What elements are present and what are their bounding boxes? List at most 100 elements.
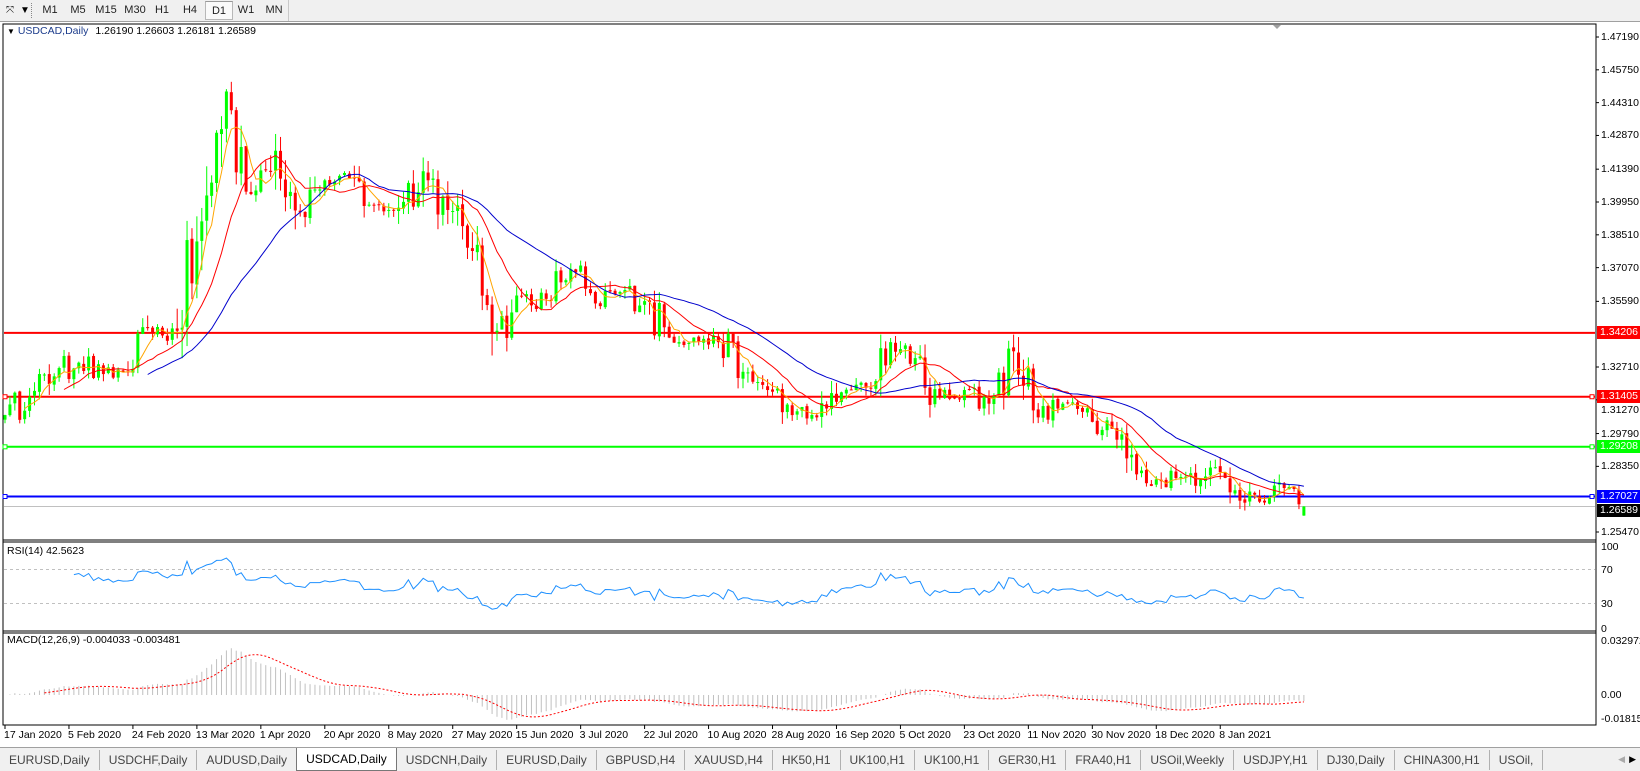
macd-signal-line xyxy=(44,654,1304,718)
tab-usdchf-daily[interactable]: USDCHF,Daily xyxy=(100,750,198,770)
date-axis-label: 1 Apr 2020 xyxy=(259,729,311,741)
candle-body xyxy=(618,292,622,294)
rsi-axis-label: 70 xyxy=(1601,563,1613,576)
tab-usoil-weekly[interactable]: USOil,Weekly xyxy=(1141,750,1235,770)
candle-body xyxy=(746,372,750,374)
date-axis-label: 5 Feb 2020 xyxy=(67,729,122,741)
candle-body xyxy=(1233,490,1237,494)
tab-gbpusd-h4[interactable]: GBPUSD,H4 xyxy=(597,750,686,770)
candle-body xyxy=(539,292,543,309)
candle-body xyxy=(279,150,283,179)
candle-body xyxy=(1302,506,1306,516)
tab-dj30-daily[interactable]: DJ30,Daily xyxy=(1318,750,1395,770)
tab-usdcnh-daily[interactable]: USDCNH,Daily xyxy=(397,750,498,770)
rsi-line xyxy=(73,557,1304,610)
candle-body xyxy=(101,365,105,375)
candle-body xyxy=(534,305,538,309)
timeframe-m30[interactable]: M30 xyxy=(124,4,146,16)
candle-body xyxy=(731,333,735,343)
line-tool-button[interactable]: ⤧ ▼ xyxy=(0,0,36,21)
macd-axis-label: 0.032972 xyxy=(1601,634,1640,647)
price-axis-label: 1.44310 xyxy=(1601,96,1639,109)
chart-header: ▼ USDCAD,Daily 1.26190 1.26603 1.26181 1… xyxy=(7,25,256,37)
chart-canvas[interactable] xyxy=(0,22,1640,747)
candle-body xyxy=(1120,434,1124,440)
candle-body xyxy=(136,333,140,368)
date-axis-label: 28 Aug 2020 xyxy=(771,729,831,741)
candle-body xyxy=(869,387,873,389)
collapse-triangle-icon[interactable]: ▼ xyxy=(7,27,15,36)
chart-frame xyxy=(2,23,1597,726)
timeframe-w1[interactable]: W1 xyxy=(237,4,255,16)
candle-body xyxy=(436,179,440,215)
candle-body xyxy=(205,195,209,221)
tab-usdjpy-h1[interactable]: USDJPY,H1 xyxy=(1234,750,1318,770)
tab-hk50-h1[interactable]: HK50,H1 xyxy=(773,750,841,770)
candle-body xyxy=(879,348,883,381)
scroll-left-icon[interactable]: ◀ xyxy=(1618,754,1626,764)
price-axis-label: 1.47190 xyxy=(1601,31,1639,43)
candle-body xyxy=(13,392,17,404)
tab-uk100-h1[interactable]: UK100,H1 xyxy=(915,750,990,770)
tab-china300-h1[interactable]: CHINA300,H1 xyxy=(1395,750,1490,770)
candle-body xyxy=(195,241,199,285)
tab-usoil[interactable]: USOil, xyxy=(1490,750,1544,770)
timeframe-mn[interactable]: MN xyxy=(265,4,283,16)
candle-body xyxy=(1100,429,1104,436)
tab-xauusd-h4[interactable]: XAUUSD,H4 xyxy=(685,750,773,770)
rsi-title: RSI(14) 42.5623 xyxy=(7,545,85,557)
tab-eurusd-daily[interactable]: EURUSD,Daily xyxy=(497,750,597,770)
date-axis-label: 5 Oct 2020 xyxy=(899,729,951,741)
candle-body xyxy=(1218,466,1222,473)
candle-body xyxy=(697,336,701,342)
candle-body xyxy=(672,336,676,343)
candle-body xyxy=(1243,499,1247,503)
candle-body xyxy=(1110,421,1114,429)
candle-body xyxy=(446,195,450,210)
candle-body xyxy=(23,410,27,420)
candle-body xyxy=(229,92,233,111)
candle-body xyxy=(274,150,278,171)
tab-usdcad-daily[interactable]: USDCAD,Daily xyxy=(296,748,397,771)
date-axis-label: 8 May 2020 xyxy=(387,729,443,741)
timeframe-h4[interactable]: H4 xyxy=(182,4,198,16)
timeframe-m5[interactable]: M5 xyxy=(70,4,86,16)
timeframe-h1[interactable]: H1 xyxy=(154,4,170,16)
candle-body xyxy=(416,192,420,207)
candle-body xyxy=(771,389,775,392)
tab-fra40-h1[interactable]: FRA40,H1 xyxy=(1066,750,1142,770)
candle-body xyxy=(579,265,583,272)
date-axis-label: 18 Dec 2020 xyxy=(1155,729,1215,741)
candle-body xyxy=(406,182,410,202)
candle-body xyxy=(1213,467,1217,469)
timeframe-m15[interactable]: M15 xyxy=(95,4,117,16)
candle-body xyxy=(953,397,957,399)
candle-body xyxy=(234,110,238,173)
candle-body xyxy=(249,191,253,195)
tab-uk100-h1[interactable]: UK100,H1 xyxy=(841,750,915,770)
candle-body xyxy=(72,368,76,380)
tab-audusd-daily[interactable]: AUDUSD,Daily xyxy=(197,750,298,770)
candle-body xyxy=(1071,402,1075,404)
candle-body xyxy=(564,280,568,283)
scroll-right-icon[interactable]: ▶ xyxy=(1629,754,1636,764)
candle-body xyxy=(766,386,770,391)
candle-body xyxy=(224,91,228,129)
date-axis-label: 27 May 2020 xyxy=(451,729,513,741)
timeframe-m1[interactable]: M1 xyxy=(42,4,58,16)
timeframe-d1[interactable]: D1 xyxy=(205,1,233,20)
chart-window[interactable]: ▼ USDCAD,Daily 1.26190 1.26603 1.26181 1… xyxy=(0,22,1640,747)
candle-body xyxy=(283,179,287,198)
candle-body xyxy=(490,304,494,334)
candle-body xyxy=(844,389,848,394)
tab-eurusd-daily[interactable]: EURUSD,Daily xyxy=(0,750,100,770)
candle-body xyxy=(441,196,445,215)
tab-ger30-h1[interactable]: GER30,H1 xyxy=(989,750,1067,770)
candle-body xyxy=(643,301,647,305)
candle-body xyxy=(721,342,725,359)
candle-body xyxy=(736,341,740,378)
candle-body xyxy=(480,245,484,296)
candle-body xyxy=(756,382,760,384)
toolbar-grip[interactable] xyxy=(31,3,34,18)
candle-body xyxy=(903,345,907,349)
